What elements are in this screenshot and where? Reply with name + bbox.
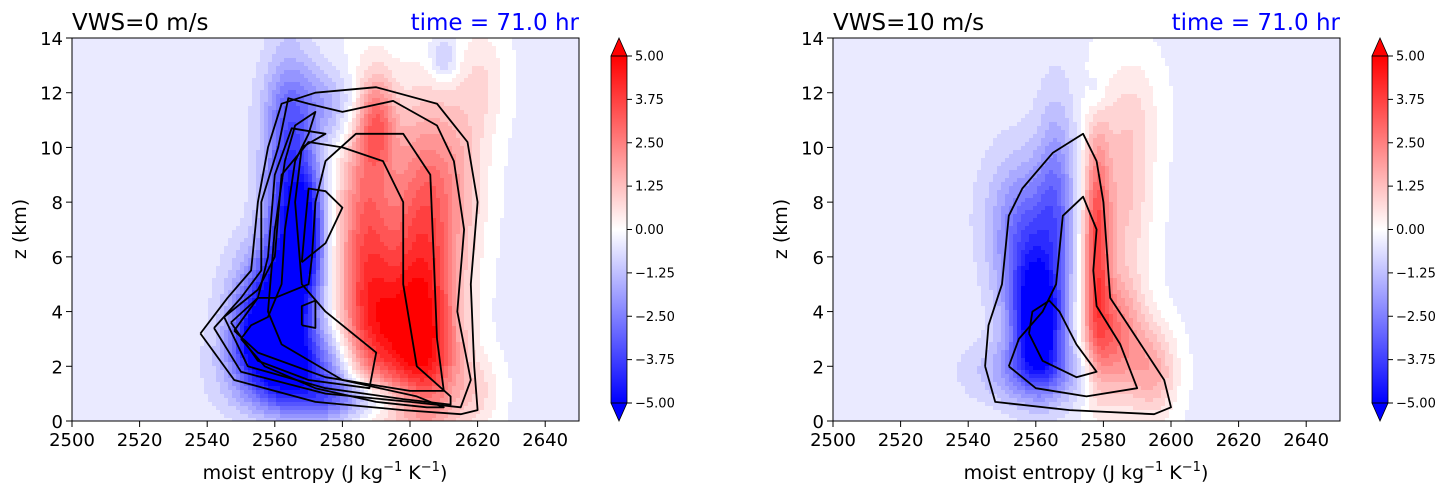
x-tick-label: 2580 [319, 430, 365, 451]
colorbar-tick-label: −2.50 [1396, 310, 1436, 325]
contour-line-4 [233, 132, 445, 392]
y-tick-label: 10 [801, 138, 824, 159]
y-tick-label: 14 [801, 29, 824, 50]
colorbar-extend-top [610, 37, 628, 57]
y-axis-label: z (km) [770, 199, 792, 259]
panel-vws-10: VWS=10 m/s time = 71.0 hr 2500 2520 2540 25… [770, 10, 1436, 484]
y-tick-label: 10 [40, 138, 63, 159]
colorbar-tick-label: −1.25 [635, 266, 675, 281]
colorbar: 5.00 3.75 2.50 1.25 0.00 −1.25 −2.50 −3.75 −5.00 [610, 37, 675, 422]
x-tick-label: 2640 [522, 430, 568, 451]
y-axis: 0 2 4 6 8 10 12 14 [801, 29, 833, 433]
colorbar-tick-label: 0.00 [635, 223, 664, 238]
x-tick-label: 2540 [945, 430, 991, 451]
x-tick-label: 2580 [1080, 430, 1126, 451]
colorbar-tick-label: 2.50 [1396, 136, 1425, 151]
y-tick-label: 0 [813, 412, 824, 433]
colorbar-tick-label: −3.75 [1396, 353, 1436, 368]
panel-title: VWS=0 m/s [72, 10, 208, 36]
colorbar-tick-label: 5.00 [1396, 50, 1425, 65]
contour-line-0 [984, 132, 1172, 416]
time-label: time = 71.0 hr [1172, 10, 1341, 36]
y-tick-label: 14 [40, 29, 63, 50]
colorbar-extend-top [1371, 37, 1389, 57]
y-tick-label: 8 [52, 193, 63, 214]
y-tick-label: 12 [801, 84, 824, 105]
colorbar-tick-label: 1.25 [635, 180, 664, 195]
colorbar-tick-label: −2.50 [635, 310, 675, 325]
colorbar-ticks: 5.00 3.75 2.50 1.25 0.00 −1.25 −2.50 −3.75 −5.00 [627, 50, 675, 412]
plot-frame [832, 37, 1341, 422]
x-axis-label: moist entropy (J kg−1 K−1) [203, 460, 448, 484]
contour-line-2 [223, 141, 452, 406]
colorbar-tick-label: −5.00 [1396, 397, 1436, 412]
colorbar-gradient [1372, 56, 1388, 403]
panel-vws-0: VWS=0 m/s time = 71.0 hr 2500 2520 2540 256… [9, 10, 675, 484]
x-tick-label: 2560 [1013, 430, 1059, 451]
y-tick-label: 4 [52, 303, 63, 324]
contour-line-5 [300, 187, 344, 264]
x-tick-label: 2620 [1216, 430, 1262, 451]
panel-title: VWS=10 m/s [833, 10, 984, 36]
x-tick-label: 2560 [252, 430, 298, 451]
contour-line-7 [199, 86, 479, 416]
contour-line-2 [1028, 299, 1098, 379]
colorbar-extend-bottom [1371, 402, 1389, 422]
contourf-field [72, 38, 579, 421]
x-tick-label: 2620 [455, 430, 501, 451]
y-tick-label: 6 [813, 248, 824, 269]
plot-frame [71, 37, 580, 422]
contourf-field [833, 38, 1340, 421]
y-tick-label: 2 [52, 357, 63, 378]
colorbar-tick-label: 2.50 [635, 136, 664, 151]
colorbar-tick-label: 0.00 [1396, 223, 1425, 238]
colorbar-tick-label: −3.75 [635, 353, 675, 368]
x-tick-label: 2520 [117, 430, 163, 451]
colorbar-tick-label: −1.25 [1396, 266, 1436, 281]
contour-lines [199, 86, 479, 416]
x-tick-label: 2600 [387, 430, 433, 451]
x-axis: 2500 2520 2540 2560 2580 2600 2620 2640 [810, 421, 1329, 451]
contour-lines [984, 132, 1172, 416]
contour-line-0 [240, 111, 445, 409]
time-label: time = 71.0 hr [411, 10, 580, 36]
x-axis: 2500 2520 2540 2560 2580 2600 2620 2640 [49, 421, 568, 451]
contour-line-1 [230, 127, 378, 390]
colorbar-tick-label: 3.75 [1396, 93, 1425, 108]
y-tick-label: 6 [52, 248, 63, 269]
colorbar: 5.00 3.75 2.50 1.25 0.00 −1.25 −2.50 −3.75 −5.00 [1371, 37, 1436, 422]
contour-line-1 [1007, 195, 1139, 398]
x-tick-label: 2640 [1283, 430, 1329, 451]
x-tick-label: 2500 [49, 430, 95, 451]
colorbar-tick-label: 1.25 [1396, 180, 1425, 195]
colorbar-tick-label: 3.75 [635, 93, 664, 108]
colorbar-extend-bottom [610, 402, 628, 422]
y-tick-label: 8 [813, 193, 824, 214]
x-tick-label: 2520 [878, 430, 924, 451]
contour-line-6 [300, 299, 317, 329]
x-axis-label: moist entropy (J kg−1 K−1) [964, 460, 1209, 484]
x-tick-label: 2500 [810, 430, 856, 451]
colorbar-gradient [611, 56, 627, 403]
y-axis-label: z (km) [9, 199, 31, 259]
x-tick-label: 2600 [1148, 430, 1194, 451]
contour-line-3 [213, 97, 472, 409]
colorbar-tick-label: −5.00 [635, 397, 675, 412]
y-tick-label: 0 [52, 412, 63, 433]
x-tick-label: 2540 [184, 430, 230, 451]
y-tick-label: 12 [40, 84, 63, 105]
colorbar-tick-label: 5.00 [635, 50, 664, 65]
y-tick-label: 4 [813, 303, 824, 324]
y-tick-label: 2 [813, 357, 824, 378]
colorbar-ticks: 5.00 3.75 2.50 1.25 0.00 −1.25 −2.50 −3.75 −5.00 [1388, 50, 1436, 412]
y-axis: 0 2 4 6 8 10 12 14 [40, 29, 72, 433]
